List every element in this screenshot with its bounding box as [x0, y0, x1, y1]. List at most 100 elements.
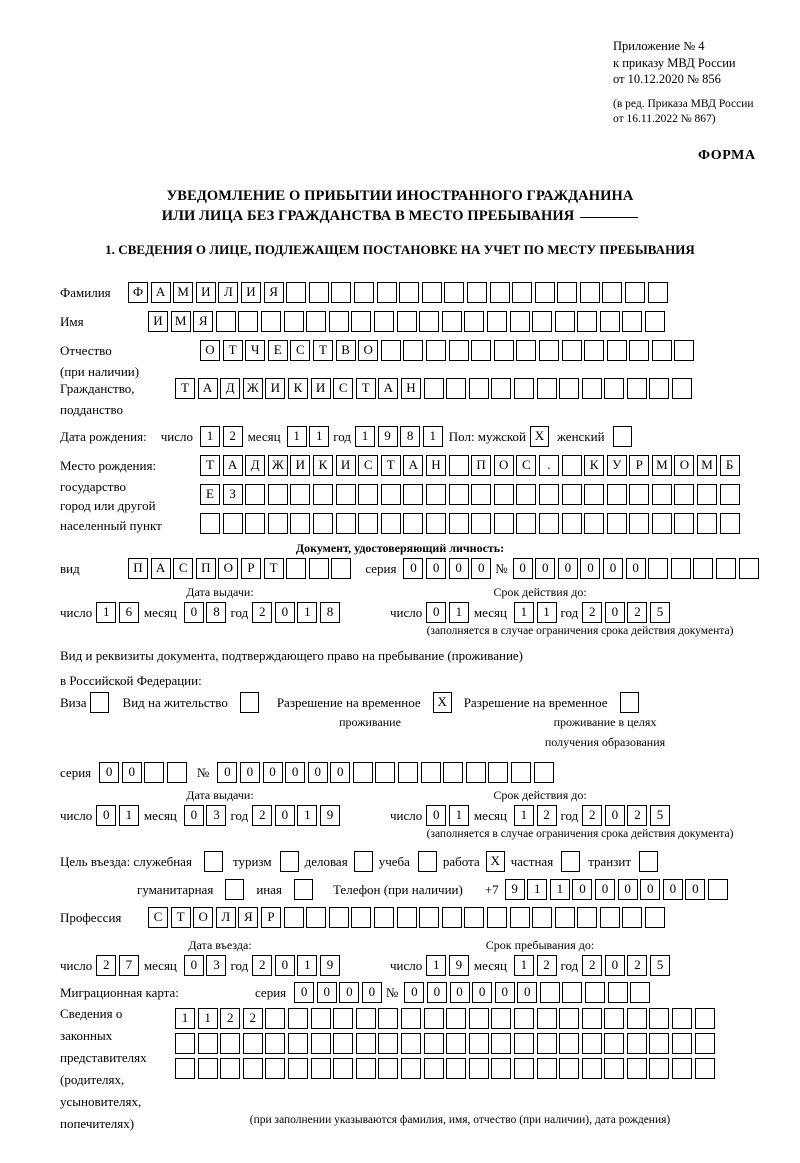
char-cell[interactable]: 0: [426, 982, 447, 1003]
purpose-official-checkbox[interactable]: [203, 851, 223, 872]
char-cell[interactable]: [466, 282, 487, 303]
char-cell[interactable]: О: [193, 907, 214, 928]
visa-checkbox[interactable]: [89, 692, 109, 713]
char-cell[interactable]: С: [173, 558, 194, 579]
char-cell[interactable]: О: [493, 455, 514, 476]
char-cell[interactable]: 0: [448, 558, 469, 579]
char-cell[interactable]: [554, 311, 575, 332]
char-cell[interactable]: [175, 1058, 195, 1079]
char-cell[interactable]: [222, 513, 243, 534]
purpose-tourism-checkbox[interactable]: [279, 851, 299, 872]
char-cell[interactable]: [577, 311, 598, 332]
char-cell[interactable]: [396, 907, 417, 928]
char-cell[interactable]: [577, 907, 598, 928]
char-cell[interactable]: [446, 1033, 467, 1054]
char-cell[interactable]: [355, 1008, 376, 1029]
char-cell[interactable]: [444, 282, 465, 303]
char-cell[interactable]: И: [195, 282, 216, 303]
char-cell[interactable]: [557, 282, 578, 303]
char-cell[interactable]: Т: [312, 340, 333, 361]
char-cell[interactable]: [670, 558, 691, 579]
char-cell[interactable]: Р: [240, 558, 261, 579]
char-cell[interactable]: 1: [426, 955, 447, 976]
char-cell[interactable]: [561, 340, 582, 361]
char-cell[interactable]: [648, 558, 669, 579]
char-cell[interactable]: [626, 378, 647, 399]
char-cell[interactable]: 0: [535, 558, 556, 579]
char-cell[interactable]: [373, 907, 394, 928]
char-cell[interactable]: 0: [426, 602, 447, 623]
char-cell[interactable]: [471, 484, 492, 505]
char-cell[interactable]: [532, 311, 553, 332]
char-cell[interactable]: [242, 1058, 263, 1079]
char-cell[interactable]: [622, 311, 643, 332]
char-cell[interactable]: [509, 907, 530, 928]
char-cell[interactable]: Д: [245, 455, 266, 476]
char-cell[interactable]: [331, 282, 352, 303]
char-cell[interactable]: [358, 484, 379, 505]
char-cell[interactable]: [283, 311, 304, 332]
char-cell[interactable]: [674, 513, 695, 534]
char-cell[interactable]: [398, 762, 419, 783]
char-cell[interactable]: [286, 282, 307, 303]
char-cell[interactable]: [651, 513, 672, 534]
char-cell[interactable]: 2: [627, 955, 648, 976]
char-cell[interactable]: 0: [274, 602, 295, 623]
char-cell[interactable]: [267, 484, 288, 505]
char-cell[interactable]: [554, 907, 575, 928]
char-cell[interactable]: [378, 1058, 399, 1079]
char-cell[interactable]: 0: [517, 982, 538, 1003]
char-cell[interactable]: 1: [199, 426, 220, 447]
char-cell[interactable]: [486, 311, 507, 332]
char-cell[interactable]: [625, 282, 646, 303]
char-cell[interactable]: 0: [274, 805, 295, 826]
char-cell[interactable]: [333, 1058, 354, 1079]
char-cell[interactable]: [649, 1058, 670, 1079]
char-cell[interactable]: 2: [627, 805, 648, 826]
char-cell[interactable]: И: [148, 311, 168, 332]
char-cell[interactable]: А: [197, 378, 218, 399]
char-cell[interactable]: [649, 378, 670, 399]
char-cell[interactable]: [559, 1058, 580, 1079]
char-cell[interactable]: [584, 340, 605, 361]
char-cell[interactable]: [380, 340, 401, 361]
char-cell[interactable]: [602, 282, 623, 303]
char-cell[interactable]: 7: [118, 955, 139, 976]
char-cell[interactable]: 1: [448, 602, 469, 623]
legal-rep-cells-3[interactable]: [175, 1058, 715, 1079]
char-cell[interactable]: 2: [252, 955, 273, 976]
char-cell[interactable]: [245, 513, 266, 534]
char-cell[interactable]: [331, 558, 352, 579]
char-cell[interactable]: [626, 1058, 647, 1079]
char-cell[interactable]: 0: [580, 558, 601, 579]
char-cell[interactable]: 3: [206, 805, 227, 826]
char-cell[interactable]: [312, 484, 333, 505]
char-cell[interactable]: [491, 1033, 512, 1054]
char-cell[interactable]: [351, 907, 372, 928]
char-cell[interactable]: [516, 484, 537, 505]
char-cell[interactable]: [599, 907, 620, 928]
char-cell[interactable]: [491, 378, 512, 399]
char-cell[interactable]: Т: [222, 340, 243, 361]
char-cell[interactable]: 5: [650, 602, 671, 623]
char-cell[interactable]: [287, 1058, 308, 1079]
char-cell[interactable]: [471, 340, 492, 361]
char-cell[interactable]: [626, 1033, 647, 1054]
char-cell[interactable]: [464, 907, 485, 928]
purpose-study-checkbox[interactable]: [417, 851, 437, 872]
char-cell[interactable]: [403, 513, 424, 534]
char-cell[interactable]: Т: [175, 378, 195, 399]
char-cell[interactable]: Я: [238, 907, 259, 928]
char-cell[interactable]: У: [606, 455, 627, 476]
char-cell[interactable]: 9: [320, 805, 341, 826]
char-cell[interactable]: [333, 1008, 354, 1029]
